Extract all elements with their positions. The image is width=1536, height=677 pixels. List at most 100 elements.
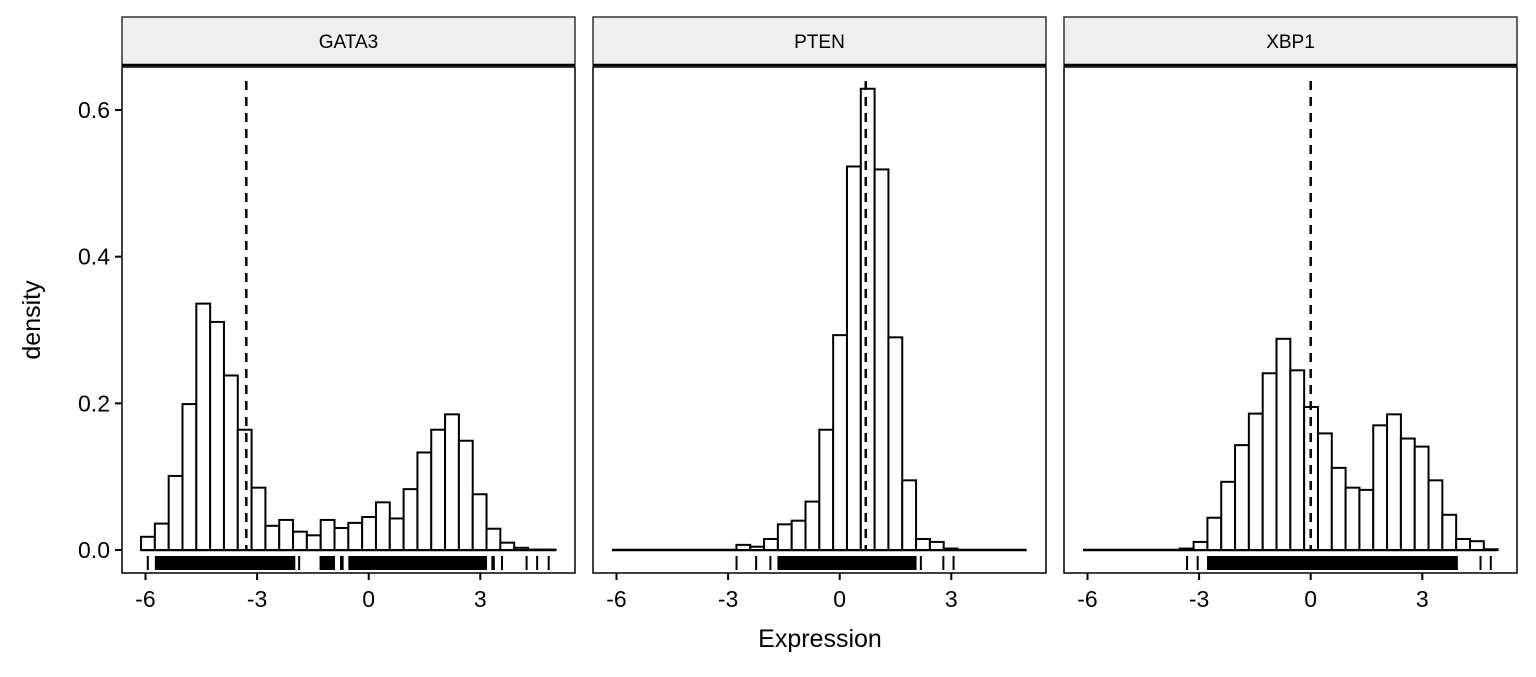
histogram-bar xyxy=(390,518,404,550)
histogram-bar xyxy=(875,169,889,550)
rug-dense-segment xyxy=(431,556,445,570)
rug-dense-segment xyxy=(155,556,169,570)
y-axis: 0.00.20.40.6 xyxy=(78,97,122,563)
rug-dense-segment xyxy=(459,556,473,570)
histogram-bar xyxy=(210,322,224,550)
y-tick-label: 0.4 xyxy=(78,244,110,270)
histogram-bar xyxy=(902,480,916,550)
histogram-bar xyxy=(307,535,321,550)
histogram-bar xyxy=(1221,482,1235,550)
histogram-bar xyxy=(1235,445,1249,550)
histogram-bar xyxy=(321,520,335,550)
rug-dense-segment xyxy=(861,556,875,570)
histogram-bar xyxy=(1346,488,1360,550)
rug-dense-segment xyxy=(265,556,279,570)
histogram-bar xyxy=(431,430,445,550)
histogram-bar xyxy=(1415,447,1429,550)
rug-dense-segment xyxy=(182,556,196,570)
histogram-bar xyxy=(1304,407,1318,550)
histogram-bar xyxy=(1359,490,1373,550)
rug-dense-segment xyxy=(1290,556,1304,570)
rug-dense-segment xyxy=(390,556,404,570)
rug-dense-segment xyxy=(362,556,376,570)
rug-dense-segment xyxy=(1318,556,1332,570)
histogram-bar xyxy=(1429,480,1443,550)
histogram-bar xyxy=(1442,515,1456,550)
rug-dense-segment xyxy=(224,556,238,570)
rug-dense-segment xyxy=(1332,556,1346,570)
rug-dense-segment xyxy=(1442,556,1456,570)
rug-dense-segment xyxy=(1359,556,1373,570)
histogram-bar xyxy=(888,337,902,550)
rug-dense-segment xyxy=(1277,556,1291,570)
rug-dense-segment xyxy=(348,556,362,570)
rug-dense-segment xyxy=(1401,556,1415,570)
histogram-bar xyxy=(1249,414,1263,550)
histogram-bar xyxy=(1401,439,1415,550)
histogram-bar xyxy=(514,548,528,550)
histogram-bar xyxy=(861,89,875,550)
histogram-bar xyxy=(916,539,930,550)
histogram-bar xyxy=(944,549,958,550)
x-tick-label: 0 xyxy=(833,586,846,612)
histogram-bar xyxy=(500,543,514,550)
rug-dense-segment xyxy=(1415,556,1429,570)
rug-dense-segment xyxy=(252,556,266,570)
histogram-bar xyxy=(1263,373,1277,550)
histogram-bar xyxy=(238,430,252,550)
histogram-bar xyxy=(487,529,501,550)
rug-dense-segment xyxy=(238,556,252,570)
facet-title: PTEN xyxy=(794,32,845,53)
histogram-bar xyxy=(736,545,750,550)
histogram-bar xyxy=(196,304,210,550)
histogram-bar xyxy=(445,414,459,550)
histogram-bar xyxy=(459,441,473,550)
x-tick-label: -6 xyxy=(135,586,155,612)
rug-dense-segment xyxy=(1304,556,1318,570)
rug-dense-segment xyxy=(1221,556,1235,570)
rug-dense-segment xyxy=(404,556,418,570)
histogram-bar xyxy=(182,404,196,550)
histogram-bar xyxy=(792,521,806,550)
rug-dense-segment xyxy=(875,556,889,570)
histogram-bar xyxy=(362,517,376,550)
histogram-bar xyxy=(417,452,431,550)
y-tick-label: 0.6 xyxy=(78,97,110,123)
histogram-bar xyxy=(1277,339,1291,550)
rug-dense-segment xyxy=(792,556,806,570)
histogram-bar xyxy=(1332,468,1346,550)
x-axis-label: Expression xyxy=(758,625,882,653)
histogram-bar xyxy=(348,523,362,550)
rug-dense-segment xyxy=(1263,556,1277,570)
histogram-bar xyxy=(819,430,833,550)
rug-dense-segment xyxy=(1373,556,1387,570)
histogram-bar xyxy=(169,476,183,550)
x-tick-label: -6 xyxy=(1077,586,1097,612)
rug-dense-segment xyxy=(321,556,335,570)
histogram-bar xyxy=(833,335,847,550)
histogram-bar xyxy=(1470,541,1484,550)
rug-dense-segment xyxy=(196,556,210,570)
histogram-bar xyxy=(1373,425,1387,550)
rug-dense-segment xyxy=(210,556,224,570)
x-tick-label: 0 xyxy=(362,586,375,612)
histogram-bar xyxy=(778,524,792,550)
rug-dense-segment xyxy=(1235,556,1249,570)
histogram-bar xyxy=(293,532,307,550)
histogram-bar xyxy=(473,494,487,550)
x-tick-label: 3 xyxy=(1416,586,1429,612)
rug-dense-segment xyxy=(1387,556,1401,570)
histogram-bar xyxy=(1484,549,1498,550)
rug-dense-segment xyxy=(888,556,902,570)
histogram-bar xyxy=(1456,539,1470,550)
rug-dense-segment xyxy=(169,556,183,570)
rug-dense-segment xyxy=(1429,556,1443,570)
histogram-bar xyxy=(806,502,820,550)
rug-dense-segment xyxy=(1346,556,1360,570)
rug-dense-segment xyxy=(279,556,293,570)
